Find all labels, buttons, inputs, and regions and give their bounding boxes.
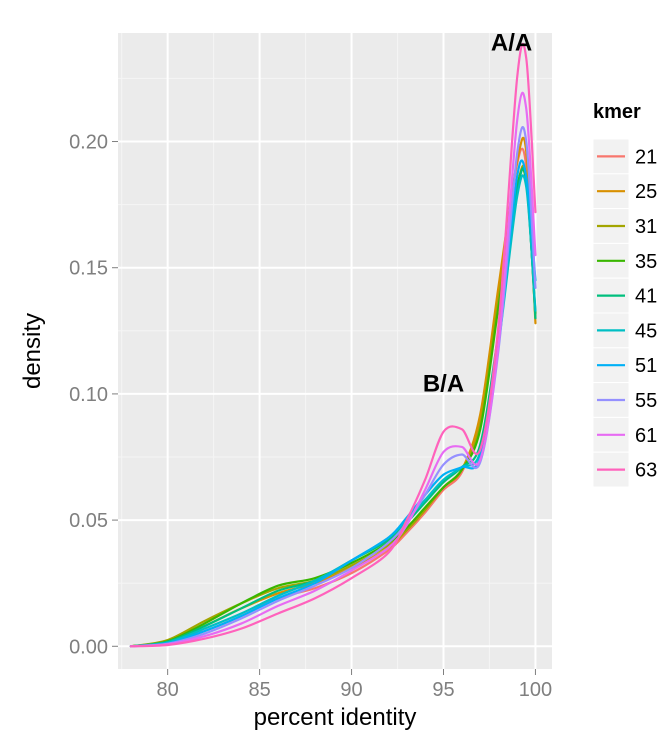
legend-items: 21 25 31 35 41 45 51 55 61 63 — [592, 138, 657, 488]
legend-label-kmer-21: 21 — [635, 146, 657, 168]
x-tick-label: 80 — [157, 679, 179, 701]
major-gridlines — [118, 33, 552, 669]
series-lines — [129, 42, 537, 648]
legend: kmer 21 25 31 35 41 45 51 55 61 63 — [592, 101, 657, 488]
series-line-kmer-61 — [129, 91, 537, 648]
legend-title: kmer — [593, 101, 641, 123]
y-tick-label: 0.20 — [69, 132, 108, 154]
y-axis-title: density — [19, 313, 46, 389]
series-line-kmer-55 — [129, 126, 537, 648]
annotation-a-a: A/A — [491, 30, 532, 57]
x-tick-label: 95 — [432, 679, 454, 701]
x-axis-ticks: 80 85 90 95 100 — [157, 669, 552, 701]
legend-label-kmer-61: 61 — [635, 425, 657, 447]
annotation-b-a: B/A — [423, 370, 464, 397]
y-axis-ticks: 0.00 0.05 0.10 0.15 0.20 — [69, 132, 118, 658]
series-line-kmer-63 — [129, 42, 537, 648]
legend-label-kmer-35: 35 — [635, 251, 657, 273]
legend-label-kmer-55: 55 — [635, 390, 657, 412]
x-axis-title: percent identity — [254, 704, 417, 731]
y-tick-label: 0.00 — [69, 636, 108, 658]
plot-panel — [118, 33, 552, 669]
x-tick-label: 100 — [519, 679, 552, 701]
x-tick-label: 85 — [248, 679, 270, 701]
annotations: A/A B/A — [423, 30, 532, 398]
legend-label-kmer-63: 63 — [635, 460, 657, 482]
legend-label-kmer-31: 31 — [635, 216, 657, 238]
y-tick-label: 0.15 — [69, 258, 108, 280]
legend-label-kmer-51: 51 — [635, 355, 657, 377]
y-tick-label: 0.05 — [69, 510, 108, 532]
x-tick-label: 90 — [340, 679, 362, 701]
y-tick-label: 0.10 — [69, 384, 108, 406]
legend-label-kmer-25: 25 — [635, 181, 657, 203]
legend-label-kmer-45: 45 — [635, 320, 657, 342]
legend-label-kmer-41: 41 — [635, 286, 657, 308]
